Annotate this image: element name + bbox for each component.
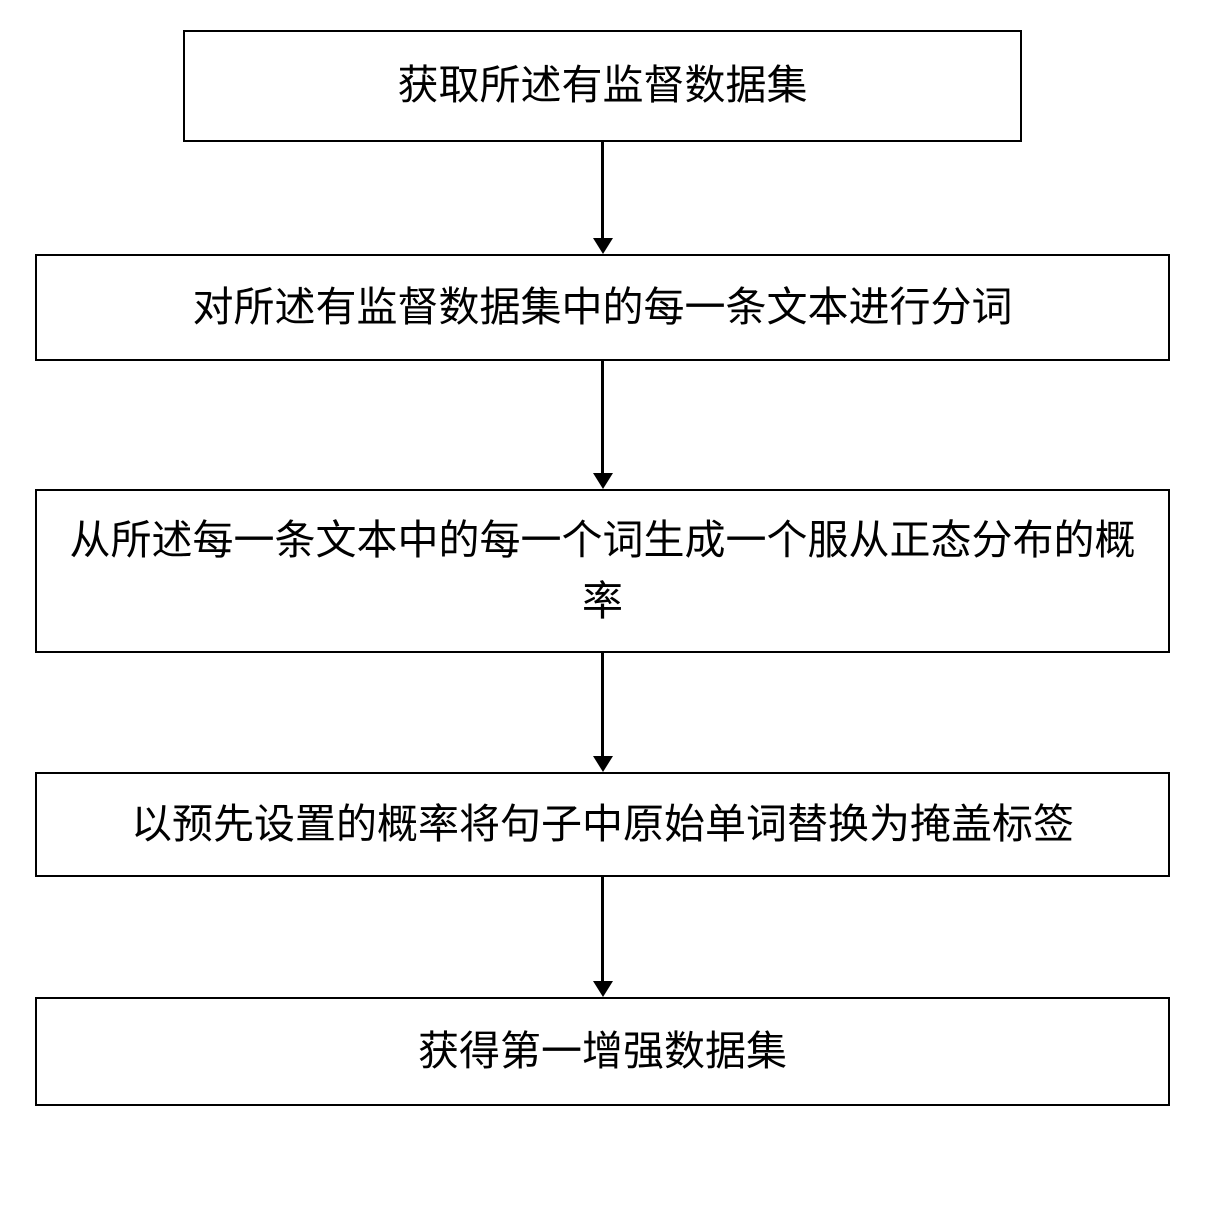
flowchart-node-1: 获取所述有监督数据集 <box>183 30 1022 142</box>
node-text: 以预先设置的概率将句子中原始单词替换为掩盖标签 <box>131 794 1074 856</box>
flowchart-node-5: 获得第一增强数据集 <box>35 997 1170 1106</box>
arrow-head-icon <box>593 238 613 254</box>
arrow-line <box>601 653 604 756</box>
flowchart-arrow-3 <box>593 653 613 772</box>
arrow-line <box>601 361 604 473</box>
arrow-line <box>601 877 604 981</box>
node-text: 对所述有监督数据集中的每一条文本进行分词 <box>193 277 1013 339</box>
node-text: 获得第一增强数据集 <box>418 1021 787 1083</box>
flowchart-node-2: 对所述有监督数据集中的每一条文本进行分词 <box>35 254 1170 361</box>
node-text: 获取所述有监督数据集 <box>398 55 808 117</box>
flowchart-node-3: 从所述每一条文本中的每一个词生成一个服从正态分布的概率 <box>35 489 1170 653</box>
flowchart-node-4: 以预先设置的概率将句子中原始单词替换为掩盖标签 <box>35 772 1170 877</box>
arrow-head-icon <box>593 473 613 489</box>
flowchart-container: 获取所述有监督数据集 对所述有监督数据集中的每一条文本进行分词 从所述每一条文本… <box>0 0 1205 1106</box>
arrow-head-icon <box>593 981 613 997</box>
flowchart-arrow-1 <box>593 142 613 254</box>
flowchart-arrow-4 <box>593 877 613 997</box>
flowchart-arrow-2 <box>593 361 613 489</box>
node-text: 从所述每一条文本中的每一个词生成一个服从正态分布的概率 <box>57 510 1148 633</box>
arrow-line <box>601 142 604 238</box>
arrow-head-icon <box>593 756 613 772</box>
